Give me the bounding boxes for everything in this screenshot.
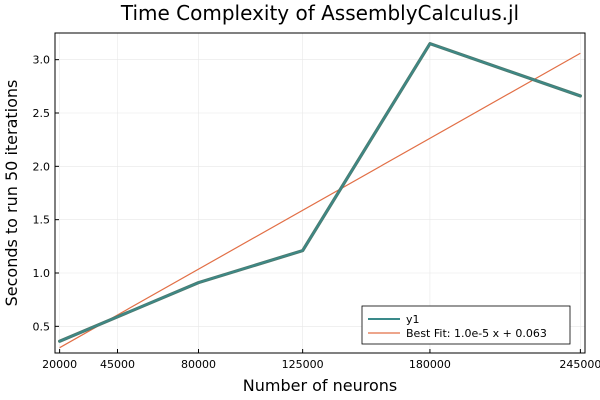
y-axis-label: Seconds to run 50 iterations [2, 80, 21, 307]
legend: y1 Best Fit: 1.0e-5 x + 0.063 [361, 305, 571, 345]
x-axis-label: Number of neurons [243, 376, 397, 395]
x-axis-ticks: 20000 45000 80000 125000 180000 245000 [42, 349, 600, 371]
y-tick-label: 1.5 [33, 214, 51, 227]
y-tick-label: 0.5 [33, 320, 51, 333]
y-tick-label: 3.0 [33, 54, 51, 67]
y-tick-label: 1.0 [33, 267, 51, 280]
series-line-best-fit [59, 52, 581, 349]
y-axis-ticks: 0.5 1.0 1.5 2.0 2.5 3.0 [33, 54, 59, 333]
legend-box [361, 305, 571, 345]
x-tick-label: 20000 [42, 358, 77, 371]
series-line-y1 [58, 42, 582, 342]
y-tick-label: 2.5 [33, 107, 51, 120]
y-tick-label: 2.0 [33, 160, 51, 173]
x-tick-label: 125000 [282, 358, 324, 371]
plot-frame [54, 32, 586, 354]
series-layer [58, 42, 582, 349]
legend-label-y1: y1 [406, 313, 420, 326]
x-tick-label: 80000 [181, 358, 216, 371]
x-tick-label: 180000 [409, 358, 451, 371]
x-tick-label: 45000 [100, 358, 135, 371]
series-line-y1-shadow [58, 42, 582, 343]
chart-title: Time Complexity of AssemblyCalculus.jl [120, 1, 519, 25]
legend-label-best-fit: Best Fit: 1.0e-5 x + 0.063 [406, 327, 547, 340]
x-tick-label: 245000 [559, 358, 600, 371]
